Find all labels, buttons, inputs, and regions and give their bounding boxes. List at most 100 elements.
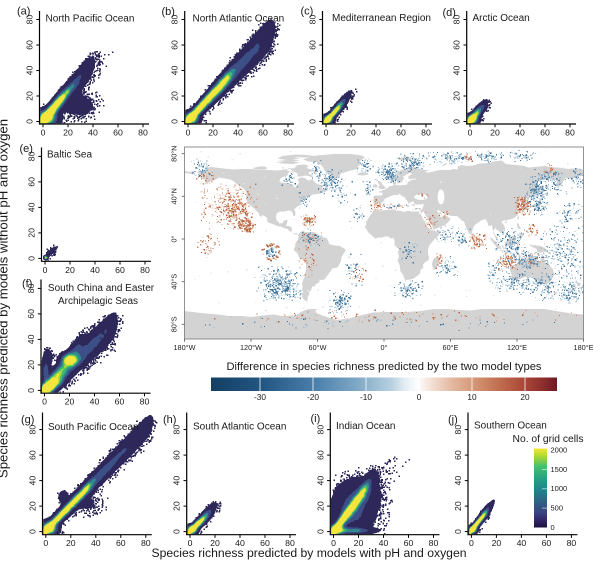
svg-text:20: 20 — [208, 128, 218, 138]
svg-text:60: 60 — [308, 40, 318, 50]
svg-text:20: 20 — [170, 91, 180, 101]
svg-text:0: 0 — [324, 128, 329, 138]
svg-text:40: 40 — [28, 476, 38, 486]
svg-text:60: 60 — [26, 309, 36, 319]
svg-text:No. of grid cells: No. of grid cells — [513, 434, 584, 445]
svg-text:80: 80 — [565, 128, 575, 138]
svg-text:40: 40 — [25, 66, 35, 76]
svg-text:(i): (i) — [311, 413, 321, 425]
svg-text:40°N: 40°N — [170, 188, 179, 204]
svg-text:80: 80 — [283, 128, 293, 138]
svg-text:0: 0 — [172, 529, 182, 534]
svg-text:40: 40 — [90, 265, 100, 275]
svg-text:0: 0 — [42, 397, 47, 407]
svg-text:80: 80 — [172, 425, 182, 435]
svg-text:Arctic Ocean: Arctic Ocean — [473, 13, 530, 24]
svg-text:40: 40 — [371, 128, 381, 138]
svg-text:0: 0 — [186, 128, 191, 138]
svg-text:40: 40 — [233, 128, 243, 138]
svg-text:(d): (d) — [443, 7, 456, 19]
svg-text:20: 20 — [315, 501, 325, 511]
svg-text:80: 80 — [27, 151, 37, 161]
svg-text:20: 20 — [308, 91, 318, 101]
svg-text:0: 0 — [308, 119, 318, 124]
svg-text:Species richness predicted by: Species richness predicted by models wit… — [0, 119, 11, 478]
svg-text:(h): (h) — [163, 414, 176, 426]
svg-text:0: 0 — [468, 128, 473, 138]
svg-text:40: 40 — [172, 476, 182, 486]
svg-text:60: 60 — [115, 397, 125, 407]
svg-text:180°E: 180°E — [574, 343, 594, 352]
svg-text:0°: 0° — [381, 343, 388, 352]
svg-text:60: 60 — [116, 538, 126, 548]
svg-text:(e): (e) — [20, 143, 33, 155]
svg-text:80: 80 — [453, 425, 463, 435]
svg-text:(g): (g) — [21, 414, 34, 426]
svg-text:60: 60 — [25, 40, 35, 50]
svg-text:20: 20 — [66, 538, 76, 548]
svg-text:60: 60 — [115, 265, 125, 275]
svg-text:120°E: 120°E — [507, 343, 527, 352]
svg-text:20: 20 — [490, 128, 500, 138]
svg-text:0: 0 — [453, 529, 463, 534]
svg-text:40: 40 — [515, 128, 525, 138]
svg-text:0: 0 — [43, 538, 48, 548]
svg-text:Mediterranean Region: Mediterranean Region — [332, 13, 431, 24]
svg-text:80: 80 — [315, 425, 325, 435]
svg-text:40: 40 — [27, 202, 37, 212]
svg-text:South China and Easter: South China and Easter — [48, 283, 155, 294]
svg-text:60°E: 60°E — [443, 343, 459, 352]
svg-text:60: 60 — [396, 128, 406, 138]
svg-text:0: 0 — [469, 538, 474, 548]
svg-text:1000: 1000 — [551, 484, 568, 493]
svg-text:80°S: 80°S — [170, 316, 179, 332]
svg-text:20: 20 — [65, 397, 75, 407]
svg-text:20: 20 — [520, 392, 530, 402]
svg-text:40: 40 — [453, 476, 463, 486]
svg-text:120°W: 120°W — [240, 343, 262, 352]
svg-text:60: 60 — [113, 128, 123, 138]
svg-text:0: 0 — [25, 119, 35, 124]
svg-text:40: 40 — [90, 397, 100, 407]
svg-text:0: 0 — [43, 265, 48, 275]
svg-text:Archipelagic Seas: Archipelagic Seas — [58, 296, 138, 307]
svg-text:40: 40 — [517, 538, 527, 548]
svg-text:180°W: 180°W — [174, 343, 196, 352]
svg-text:80: 80 — [140, 265, 150, 275]
svg-text:40: 40 — [308, 66, 318, 76]
svg-text:40: 40 — [379, 538, 389, 548]
svg-text:40°S: 40°S — [170, 274, 179, 290]
svg-text:South Pacific Ocean: South Pacific Ocean — [48, 422, 139, 433]
svg-text:80: 80 — [141, 538, 151, 548]
svg-text:20: 20 — [26, 360, 36, 370]
svg-text:60: 60 — [27, 177, 37, 187]
svg-text:80°N: 80°N — [170, 146, 179, 162]
svg-text:40: 40 — [315, 476, 325, 486]
svg-text:80: 80 — [140, 397, 150, 407]
svg-text:20: 20 — [354, 538, 364, 548]
svg-text:0: 0 — [188, 538, 193, 548]
svg-text:80: 80 — [567, 538, 577, 548]
svg-text:60: 60 — [315, 450, 325, 460]
svg-text:Difference in species richness: Difference in species richness predicted… — [226, 361, 541, 373]
svg-text:0: 0 — [26, 388, 36, 393]
svg-text:0: 0 — [41, 128, 46, 138]
svg-text:40: 40 — [91, 538, 101, 548]
svg-text:500: 500 — [551, 504, 564, 513]
svg-text:40: 40 — [452, 66, 462, 76]
svg-text:60: 60 — [28, 450, 38, 460]
svg-text:60: 60 — [542, 538, 552, 548]
svg-text:60: 60 — [170, 40, 180, 50]
svg-text:40: 40 — [235, 538, 245, 548]
svg-text:South Atlantic Ocean: South Atlantic Ocean — [193, 422, 286, 433]
svg-text:-10: -10 — [360, 392, 372, 402]
svg-text:20: 20 — [453, 501, 463, 511]
svg-text:Baltic Sea: Baltic Sea — [47, 150, 92, 161]
svg-text:40: 40 — [170, 66, 180, 76]
svg-text:0: 0 — [27, 256, 37, 261]
svg-text:(j): (j) — [448, 414, 458, 426]
svg-text:60: 60 — [260, 538, 270, 548]
svg-text:20: 20 — [452, 91, 462, 101]
svg-text:80: 80 — [285, 538, 295, 548]
svg-text:80: 80 — [308, 15, 318, 25]
